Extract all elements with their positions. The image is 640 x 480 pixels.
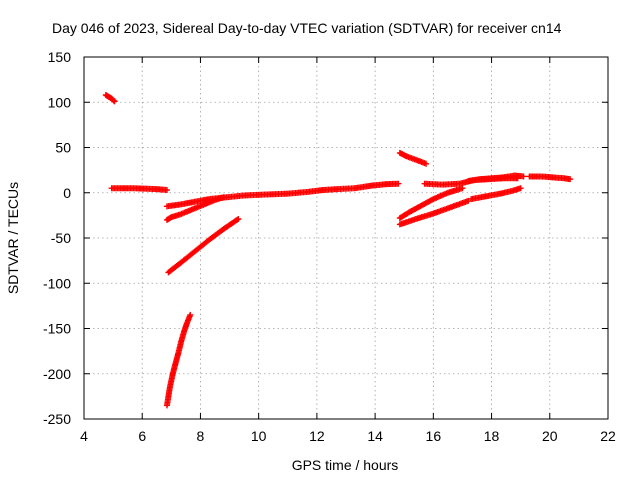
data-point-s3 — [395, 180, 402, 187]
x-tick-label: 6 — [138, 428, 146, 444]
x-axis-label: GPS time / hours — [292, 457, 399, 473]
data-point-s6 — [423, 160, 430, 167]
y-tick-label: 150 — [48, 49, 72, 65]
y-tick-label: 50 — [55, 140, 71, 156]
data-point-s1 — [163, 187, 170, 194]
data-points — [102, 92, 574, 409]
data-point-s12 — [567, 176, 574, 183]
data-point-s10 — [520, 173, 527, 180]
x-tick-label: 20 — [542, 428, 558, 444]
y-tick-label: -200 — [43, 366, 71, 382]
x-tick-label: 22 — [600, 428, 616, 444]
x-tick-label: 10 — [251, 428, 267, 444]
x-tick-label: 12 — [309, 428, 325, 444]
y-tick-label: 0 — [63, 185, 71, 201]
plot-frame — [83, 56, 609, 420]
data-point-s4 — [235, 215, 242, 222]
x-tick-label: 4 — [80, 428, 88, 444]
y-tick-label: 100 — [48, 94, 72, 110]
x-tick-label: 14 — [367, 428, 383, 444]
chart-title: Day 046 of 2023, Sidereal Day-to-day VTE… — [52, 20, 562, 36]
data-point-s5 — [187, 311, 194, 318]
data-point-s0 — [110, 97, 117, 104]
y-tick-label: -100 — [43, 275, 71, 291]
data-point-s0 — [111, 98, 118, 105]
y-tick-label: -150 — [43, 321, 71, 337]
data-point-s4 — [234, 216, 241, 223]
y-axis-label: SDTVAR / TECUs — [5, 182, 21, 294]
x-tick-label: 16 — [426, 428, 442, 444]
x-tick-label: 8 — [197, 428, 205, 444]
data-point-s11 — [517, 185, 524, 192]
data-point-s8 — [459, 185, 466, 192]
y-tick-label: -50 — [51, 230, 71, 246]
x-tick-label: 18 — [484, 428, 500, 444]
grid — [84, 57, 608, 419]
y-tick-label: -250 — [43, 411, 71, 427]
axis-ticks: 4 6 8 10 12 14 16 18 20 22 -250 -200 -150 -100 -50 0 50 1… — [43, 49, 616, 444]
